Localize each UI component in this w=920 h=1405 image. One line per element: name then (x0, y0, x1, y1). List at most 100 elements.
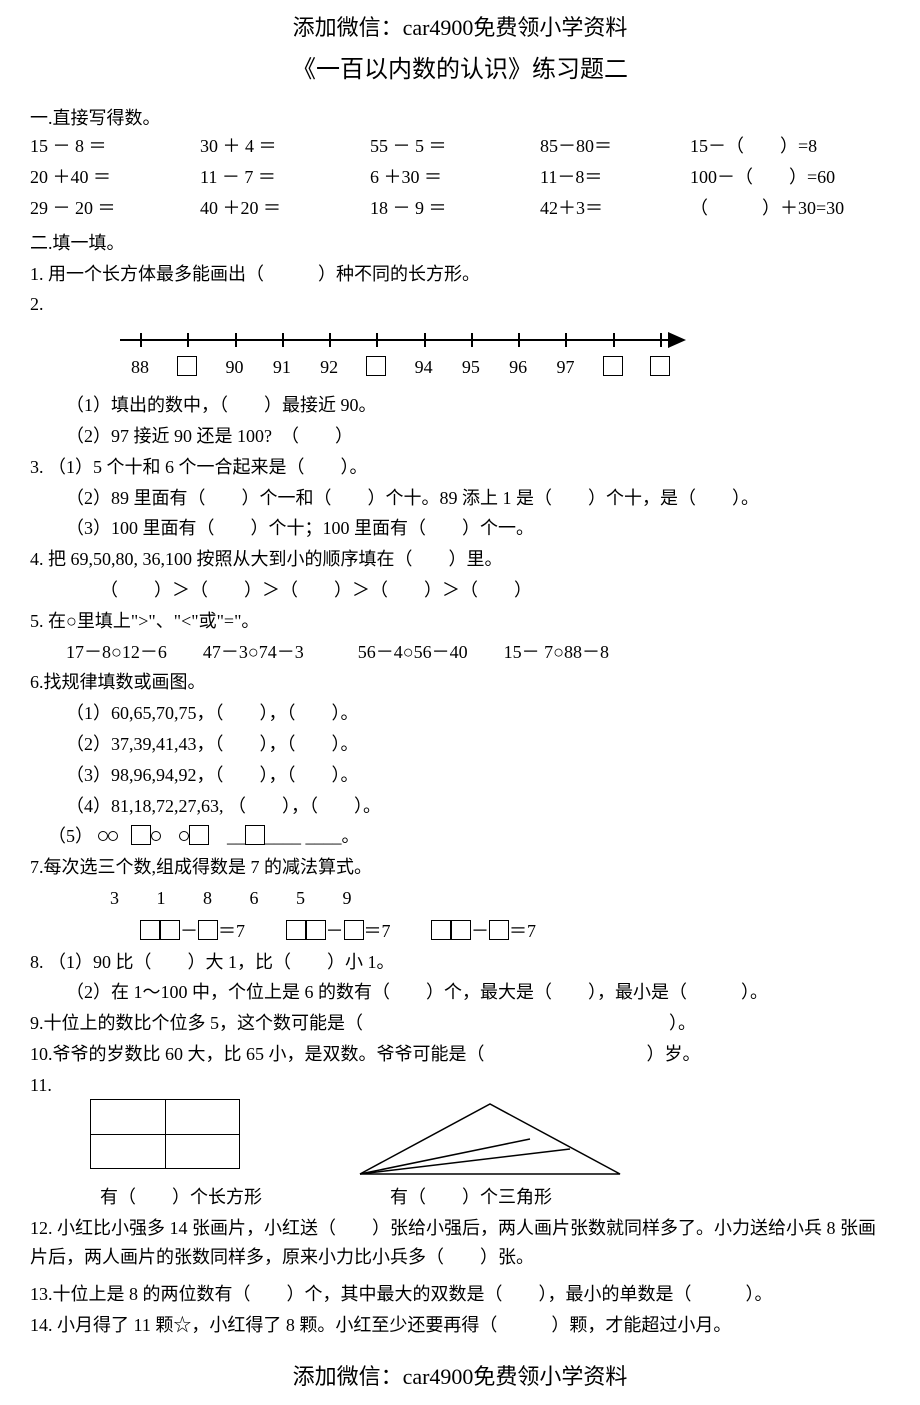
q11-label: 11. (30, 1075, 52, 1095)
box-icon (177, 356, 197, 376)
q6e: （5） ______ ____。 (30, 822, 890, 851)
eq-text: ＝7 (509, 921, 536, 941)
header-banner: 添加微信：car4900免费领小学资料 (30, 10, 890, 45)
arrow-right-icon (668, 332, 686, 348)
numline-label (603, 353, 623, 382)
cell: 30 ＋ 4 ＝ (200, 132, 370, 161)
q2-label: 2. (30, 294, 44, 314)
tick (471, 333, 473, 347)
q13: 13.十位上是 8 的两位数有（ ）个，其中最大的双数是（ ），最小的单数是（ … (30, 1280, 890, 1309)
cell: 15－（ ）=8 (690, 132, 890, 161)
cell: 40 ＋20 ＝ (200, 194, 370, 223)
numline-label: 90 (226, 353, 244, 382)
q11: 11. (30, 1071, 890, 1100)
eq-text: ＝7 (364, 921, 391, 941)
cell: （ ）＋30=30 (690, 194, 890, 223)
cell: 11－8＝ (540, 163, 690, 192)
footer-banner: 添加微信：car4900免费领小学资料 (30, 1359, 890, 1394)
q6: 6.找规律填数或画图。 (30, 668, 890, 697)
numline-label: 92 (320, 353, 338, 382)
q10: 10.爷爷的岁数比 60 大，比 65 小，是双数。爷爷可能是（ ）岁。 (30, 1040, 890, 1069)
rectangle-figure (90, 1099, 240, 1169)
q14: 14. 小月得了 11 颗☆，小红得了 8 颗。小红至少还要再得（ ）颗，才能超… (30, 1311, 890, 1340)
box-icon (160, 920, 180, 940)
box-icon (189, 825, 209, 845)
section-2-head: 二.填一填。 (30, 229, 890, 258)
numline-label: 96 (509, 353, 527, 382)
q12: 12. 小红比小强多 14 张画片，小红送（ ）张给小强后，两人画片张数就同样多… (30, 1214, 890, 1272)
tick (282, 333, 284, 347)
section-1-head: 一.直接写得数。 (30, 104, 890, 133)
tick (140, 333, 142, 347)
eq-text: ＝7 (218, 921, 245, 941)
tick (518, 333, 520, 347)
triangle-figure (340, 1099, 640, 1179)
numline-label (177, 353, 197, 382)
circle-icon (98, 831, 108, 841)
numline-label: 97 (556, 353, 574, 382)
tick (187, 333, 189, 347)
caption-tri: 有（ ）个三角形 (300, 1183, 600, 1212)
cell: 20 ＋40 ＝ (30, 163, 200, 192)
number-line: 88 90 91 92 94 95 96 97 (30, 319, 890, 389)
cell: 6 ＋30 ＝ (370, 163, 540, 192)
box-icon (131, 825, 151, 845)
box-icon (245, 825, 265, 845)
box-icon (140, 920, 160, 940)
box-icon (650, 356, 670, 376)
q3a: 3. （1）5 个十和 6 个一合起来是（ ）。 (30, 453, 890, 482)
cell: 100－（ ）=60 (690, 163, 890, 192)
box-icon (489, 920, 509, 940)
numline-label (650, 353, 670, 382)
circle-icon (179, 831, 189, 841)
box-icon (344, 920, 364, 940)
q8b: （2）在 1～100 中，个位上是 6 的数有（ ）个，最大是（ ），最小是（ … (30, 978, 890, 1007)
q6c: （3）98,96,94,92，（ ），（ ）。 (30, 761, 890, 790)
numline-label: 91 (273, 353, 291, 382)
tick (329, 333, 331, 347)
box-icon (306, 920, 326, 940)
box-icon (431, 920, 451, 940)
box-icon (286, 920, 306, 940)
q7-nums: 3 1 8 6 5 9 (30, 884, 890, 913)
q1: 1. 用一个长方体最多能画出（ ）种不同的长方形。 (30, 260, 890, 289)
q5: 5. 在○里填上">"、"<"或"="。 (30, 607, 890, 636)
numline-label: 95 (462, 353, 480, 382)
tick (376, 333, 378, 347)
cell: 29 － 20 ＝ (30, 194, 200, 223)
q4: 4. 把 69,50,80, 36,100 按照从大到小的顺序填在（ ）里。 (30, 545, 890, 574)
q2a: （1）填出的数中，（ ）最接近 90。 (30, 391, 890, 420)
tick (424, 333, 426, 347)
q2b: （2）97 接近 90 还是 100? （ ） (30, 422, 890, 451)
q9: 9.十位上的数比个位多 5，这个数可能是（ ）。 (30, 1009, 890, 1038)
numline-label: 94 (415, 353, 433, 382)
q3c: （3）100 里面有（ ）个十；100 里面有（ ）个一。 (30, 514, 890, 543)
numline-axis (120, 339, 670, 341)
figure-captions: 有（ ）个长方形 有（ ）个三角形 (30, 1183, 890, 1212)
tick (565, 333, 567, 347)
tick (235, 333, 237, 347)
cell: 42＋3＝ (540, 194, 690, 223)
circle-icon (108, 831, 118, 841)
q6e-prefix: （5） (48, 826, 93, 846)
cell: 18 － 9 ＝ (370, 194, 540, 223)
numline-label: 88 (131, 353, 149, 382)
cell: 15 － 8 ＝ (30, 132, 200, 161)
tick (613, 333, 615, 347)
tick (660, 333, 662, 347)
box-icon (366, 356, 386, 376)
q6d: （4）81,18,72,27,63, （ ），（ ）。 (30, 792, 890, 821)
q6a: （1）60,65,70,75，（ ），（ ）。 (30, 699, 890, 728)
q5-line: 17－8○12－6 47－3○74－3 56－4○56－40 15－ 7○88－… (30, 638, 890, 667)
box-icon (198, 920, 218, 940)
q6b: （2）37,39,41,43，（ ），（ ）。 (30, 730, 890, 759)
page-title: 《一百以内数的认识》练习题二 (30, 51, 890, 89)
caption-rect: 有（ ）个长方形 (30, 1183, 300, 1212)
q4-line: （ ）＞（ ）＞（ ）＞（ ）＞（ ） (30, 576, 890, 605)
cell: 55 － 5 ＝ (370, 132, 540, 161)
q8a: 8. （1）90 比（ ）大 1，比（ ）小 1。 (30, 948, 890, 977)
cell: 11 － 7 ＝ (200, 163, 370, 192)
circle-icon (151, 831, 161, 841)
figures-row (30, 1099, 890, 1179)
q7: 7.每次选三个数,组成得数是 7 的减法算式。 (30, 853, 890, 882)
